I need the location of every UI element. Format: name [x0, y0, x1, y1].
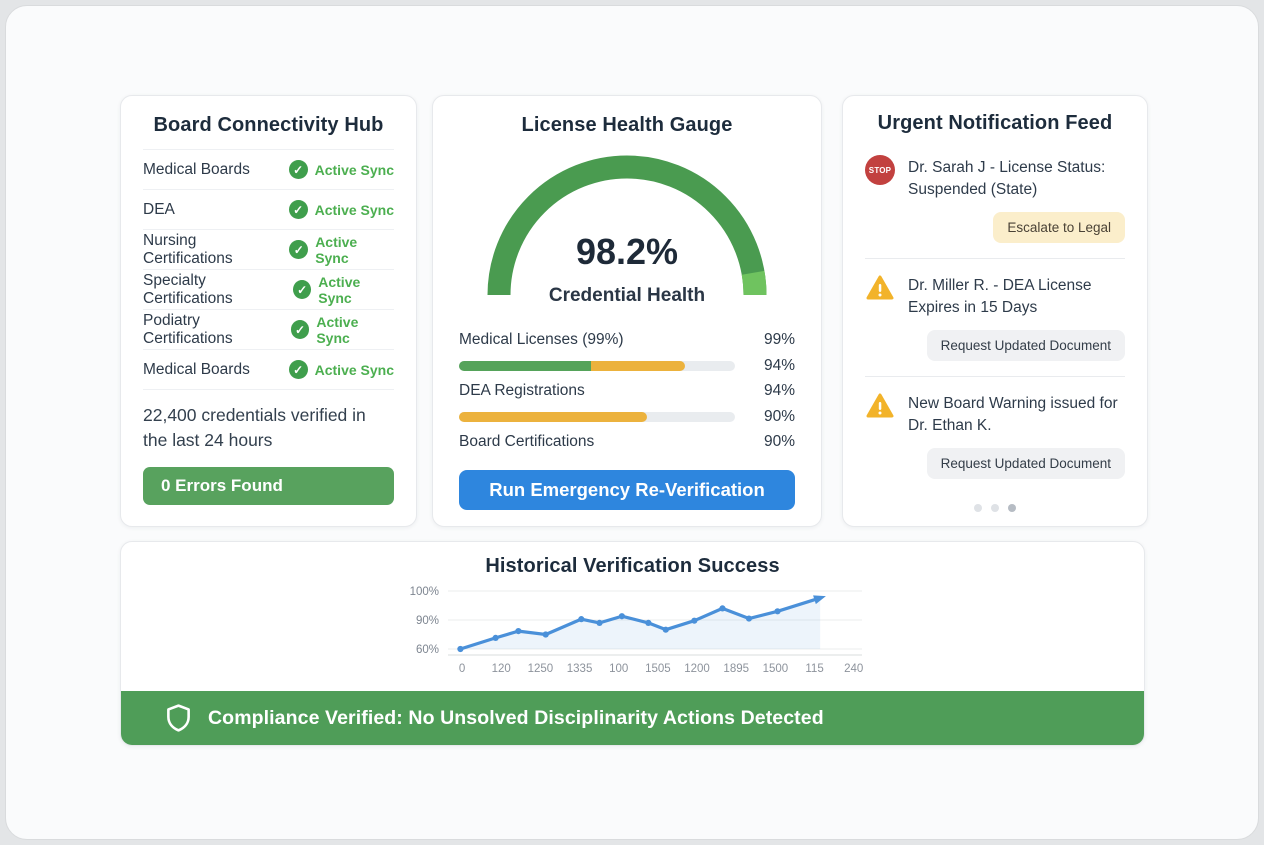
sync-row-label: Medical Boards	[143, 160, 250, 178]
sync-status-text: Active Sync	[314, 201, 394, 218]
board-connectivity-card: Board Connectivity Hub Medical Boards ✓ …	[120, 95, 417, 527]
metric-label-row: Board Certifications 90%	[459, 429, 795, 455]
svg-text:115: 115	[805, 663, 823, 675]
feed-item-dea-expiry: Dr. Miller R. - DEA License Expires in 1…	[865, 259, 1125, 377]
svg-text:100: 100	[609, 663, 628, 675]
metric-bar-row: 94%	[459, 353, 795, 378]
check-icon: ✓	[288, 360, 308, 379]
check-icon: ✓	[289, 240, 309, 259]
feed-item-text: New Board Warning issued for Dr. Ethan K…	[908, 395, 1118, 434]
check-icon: ✓	[293, 280, 312, 299]
svg-text:1335: 1335	[566, 663, 592, 675]
svg-text:1500: 1500	[762, 663, 788, 675]
check-icon: ✓	[288, 200, 308, 219]
metric-percent: 99%	[763, 331, 795, 348]
stop-icon: STOP	[865, 155, 895, 185]
warning-icon	[866, 393, 894, 418]
feed-item-text: Dr. Miller R. - DEA License Expires in 1…	[908, 277, 1092, 316]
license-gauge-title: License Health Gauge	[521, 114, 733, 136]
status-badge: ✓ Active Sync	[290, 313, 394, 346]
svg-text:1505: 1505	[645, 663, 671, 675]
status-badge: ✓ Active Sync	[289, 234, 394, 266]
escalate-to-legal-button[interactable]: Escalate to Legal	[993, 212, 1125, 243]
pagination-dot-active[interactable]	[1008, 504, 1016, 512]
sync-row-medical-boards-2: Medical Boards ✓ Active Sync	[143, 349, 394, 389]
metric-percent: 90%	[763, 433, 795, 450]
check-icon: ✓	[290, 320, 310, 339]
errors-found-button[interactable]: 0 Errors Found	[143, 467, 394, 505]
request-updated-document-button[interactable]: Request Updated Document	[926, 448, 1125, 479]
sync-status-text: Active Sync	[316, 313, 359, 346]
notification-feed-title: Urgent Notification Feed	[877, 112, 1113, 134]
sync-row-specialty: Specialty Certifications ✓ Active Sync	[143, 269, 394, 309]
gauge-arc-main	[487, 155, 767, 296]
feed-list: STOP Dr. Sarah J - License Status: Suspe…	[865, 141, 1125, 494]
notification-feed-card: Urgent Notification Feed STOP Dr. Sarah …	[842, 95, 1148, 527]
svg-text:120: 120	[491, 663, 510, 675]
progress-bar	[459, 360, 735, 371]
metric-percent: 90%	[763, 407, 795, 425]
sync-status-text: Active Sync	[318, 273, 361, 306]
gauge-arc	[487, 155, 767, 296]
sync-row-label: DEA	[143, 200, 175, 218]
status-badge: ✓ Active Sync	[288, 360, 394, 379]
warning-icon	[866, 275, 894, 300]
shield-icon	[167, 704, 190, 732]
status-badge: ✓ Active Sync	[288, 160, 394, 179]
metric-percent: 94%	[763, 382, 795, 399]
board-hub-title: Board Connectivity Hub	[153, 114, 384, 136]
status-badge: ✓ Active Sync	[293, 274, 394, 306]
check-icon: ✓	[288, 160, 308, 179]
gauge-label: Credential Health	[548, 285, 706, 306]
sync-row-label: Nursing Certifications	[143, 231, 233, 267]
compliance-banner-text: Compliance Verified: No Unsolved Discipl…	[208, 706, 824, 729]
svg-text:60%: 60%	[415, 644, 438, 656]
metric-percent: 94%	[763, 356, 795, 374]
svg-text:90%: 90%	[415, 615, 438, 627]
metric-label: Board Certifications	[459, 433, 595, 450]
chart-title: Historical Verification Success	[485, 555, 780, 577]
pagination-dot[interactable]	[974, 504, 982, 512]
verification-line-chart: 100% 90% 60% 0 120 1250 1335 100 1505 1200 1895 150…	[409, 586, 863, 675]
sync-status-text: Active Sync	[314, 361, 394, 378]
metrics-list: Medical Licenses (99%) 99% 94% DEA Regis…	[459, 327, 795, 455]
sync-row-dea: DEA ✓ Active Sync	[143, 189, 394, 229]
sync-row-podiatry: Podiatry Certifications ✓ Active Sync	[143, 309, 394, 349]
sync-list: Medical Boards ✓ Active Sync DEA ✓ Activ…	[143, 149, 394, 389]
pagination-dots	[865, 504, 1125, 512]
credentials-summary: 22,400 credentials verified in the last …	[143, 389, 394, 452]
metric-label-row: DEA Registrations 94%	[459, 378, 795, 404]
gauge-value: 98.2%	[575, 231, 679, 272]
progress-bar	[459, 411, 735, 422]
sync-row-nursing: Nursing Certifications ✓ Active Sync	[143, 229, 394, 269]
sync-status-text: Active Sync	[315, 233, 358, 266]
sync-row-label: Medical Boards	[143, 360, 250, 378]
sync-row-label: Podiatry Certifications	[143, 311, 233, 347]
pagination-dot[interactable]	[991, 504, 999, 512]
svg-text:1200: 1200	[684, 663, 710, 675]
svg-text:100%: 100%	[409, 586, 438, 598]
feed-item-board-warning: New Board Warning issued for Dr. Ethan K…	[865, 377, 1125, 494]
health-gauge: 98.2% Credential Health	[487, 155, 767, 306]
run-emergency-reverification-button[interactable]: Run Emergency Re-Verification	[459, 470, 795, 510]
svg-text:240: 240	[844, 663, 863, 675]
metric-label-row: Medical Licenses (99%) 99%	[459, 327, 795, 353]
sync-row-medical-boards: Medical Boards ✓ Active Sync	[143, 149, 394, 189]
metric-bar-row: 90%	[459, 404, 795, 429]
svg-text:1895: 1895	[723, 663, 749, 675]
historical-verification-card: Historical Verification Success 100% 90% 6…	[120, 541, 1145, 746]
license-health-card: License Health Gauge 98.2% Credential He…	[432, 95, 822, 527]
request-updated-document-button[interactable]: Request Updated Document	[926, 330, 1125, 361]
sync-row-label: Specialty Certifications	[143, 271, 233, 307]
svg-text:0: 0	[458, 663, 464, 675]
metric-label: DEA Registrations	[459, 382, 585, 399]
feed-item-text: Dr. Sarah J - License Status: Suspended …	[908, 159, 1106, 198]
gauge-arc-tip	[741, 270, 767, 296]
sync-status-text: Active Sync	[314, 161, 394, 178]
status-badge: ✓ Active Sync	[288, 200, 394, 219]
feed-item-suspended-license: STOP Dr. Sarah J - License Status: Suspe…	[865, 141, 1125, 259]
metric-label: Medical Licenses (99%)	[459, 331, 624, 348]
svg-text:1250: 1250	[527, 663, 553, 675]
compliance-banner: Compliance Verified: No Unsolved Discipl…	[121, 691, 1144, 745]
